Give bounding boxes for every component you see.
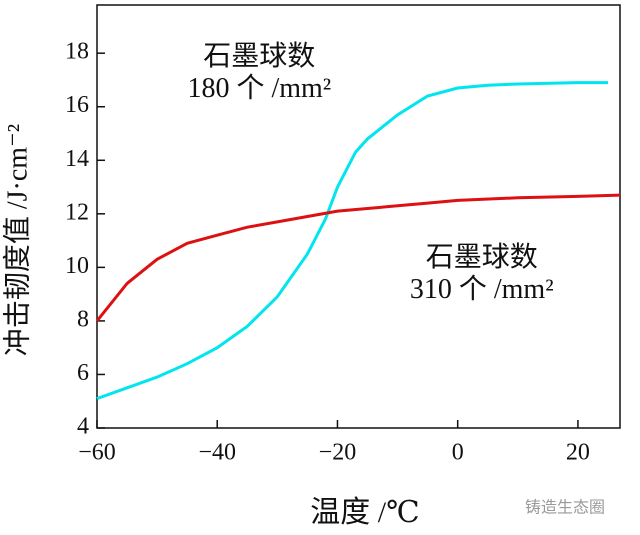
annotation: 310 个 /mm² [410,274,554,305]
annotation: 180 个 /mm² [187,73,331,104]
y-tick-label: 6 [77,360,89,386]
line-series [96,81,608,401]
y-tick-label: 18 [65,39,89,65]
y-tick-label: 8 [77,306,89,332]
y-tick-label: 4 [77,414,89,440]
x-tick-label: −40 [198,440,236,466]
line-series [95,193,621,322]
x-axis-label: 温度 /℃ [310,496,419,529]
y-axis-label: 冲击韧度值 /J·cm⁻² [1,124,33,356]
x-tick-label: −20 [319,440,357,466]
y-tick-label: 10 [65,253,89,279]
y-tick-label: 14 [65,146,89,172]
watermark: 铸造生态圈 [525,498,605,517]
x-tick-label: 0 [452,440,464,466]
x-tick-label: 20 [566,440,590,466]
y-tick-label: 12 [65,199,89,225]
y-tick-label: 16 [65,92,89,118]
x-tick-label: −60 [78,440,116,466]
annotation: 石墨球数 [203,40,315,72]
plot-frame [96,4,621,429]
annotation: 石墨球数 [426,241,538,273]
